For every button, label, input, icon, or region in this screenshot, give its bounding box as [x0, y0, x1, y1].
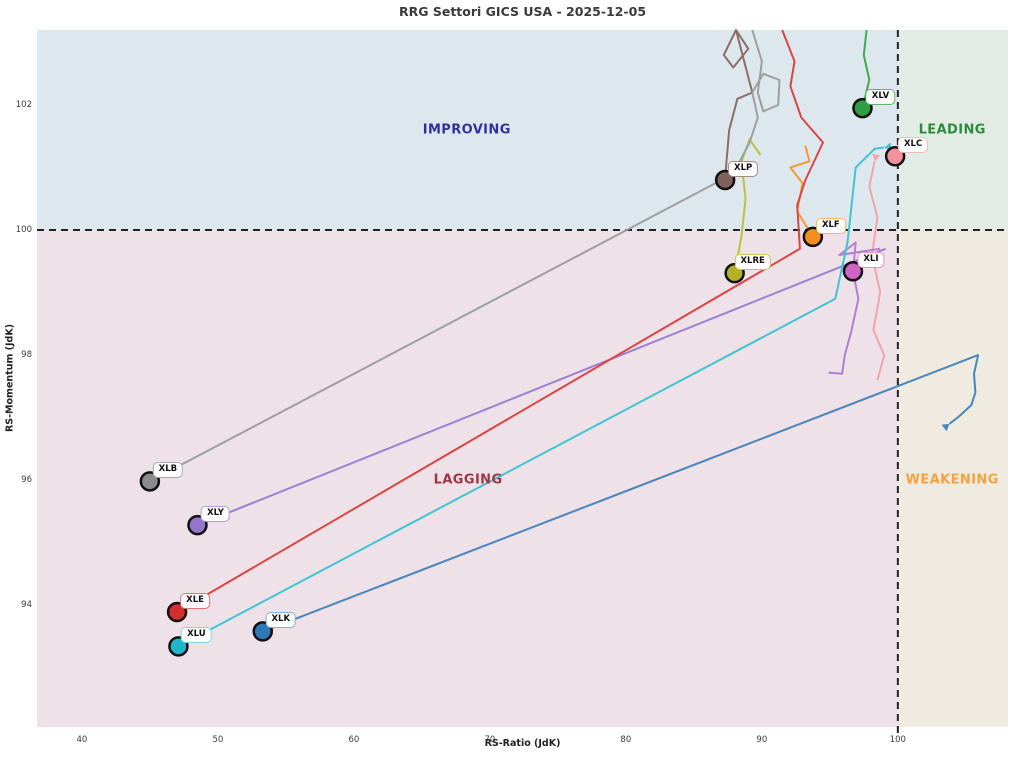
trail-XLE — [176, 29, 824, 613]
sector-dot-XLRE — [724, 262, 745, 284]
sector-dot-XLF — [802, 226, 824, 248]
trail-XLK — [262, 354, 980, 633]
trail-arrow-XLK — [941, 423, 950, 432]
trail-XLU — [177, 146, 885, 648]
y-axis-label: RS-Momentum (JdK) — [4, 323, 16, 433]
sector-dot-XLC — [884, 146, 906, 167]
quadrant-leading-bg — [897, 30, 1008, 231]
trail-arrow-XLC — [872, 153, 881, 162]
trail-XLY — [197, 247, 886, 527]
sector-dot-XLB — [139, 471, 161, 492]
sector-dot-XLE — [166, 601, 188, 623]
trail-XLC — [868, 161, 886, 381]
quadrant-lagging-bg — [37, 230, 898, 727]
quadrant-weakening-bg — [897, 230, 1008, 727]
sector-dot-XLV — [852, 97, 873, 119]
sector-dot-XLY — [187, 514, 208, 536]
quadrant-improving-bg — [37, 30, 898, 231]
sector-dot-XLI — [842, 261, 864, 282]
chart-title: RRG Settori GICS USA - 2025-12-05 — [398, 4, 647, 19]
sector-dot-XLP — [714, 169, 736, 191]
trail-XLF — [789, 145, 814, 238]
trail-XLP — [722, 29, 754, 181]
sector-dot-XLU — [168, 636, 189, 657]
sector-dot-XLK — [252, 621, 274, 642]
trail-XLB — [149, 29, 781, 483]
trail-XLRE — [733, 138, 762, 274]
x-axis-label: RS-Ratio (JdK) — [484, 738, 561, 749]
